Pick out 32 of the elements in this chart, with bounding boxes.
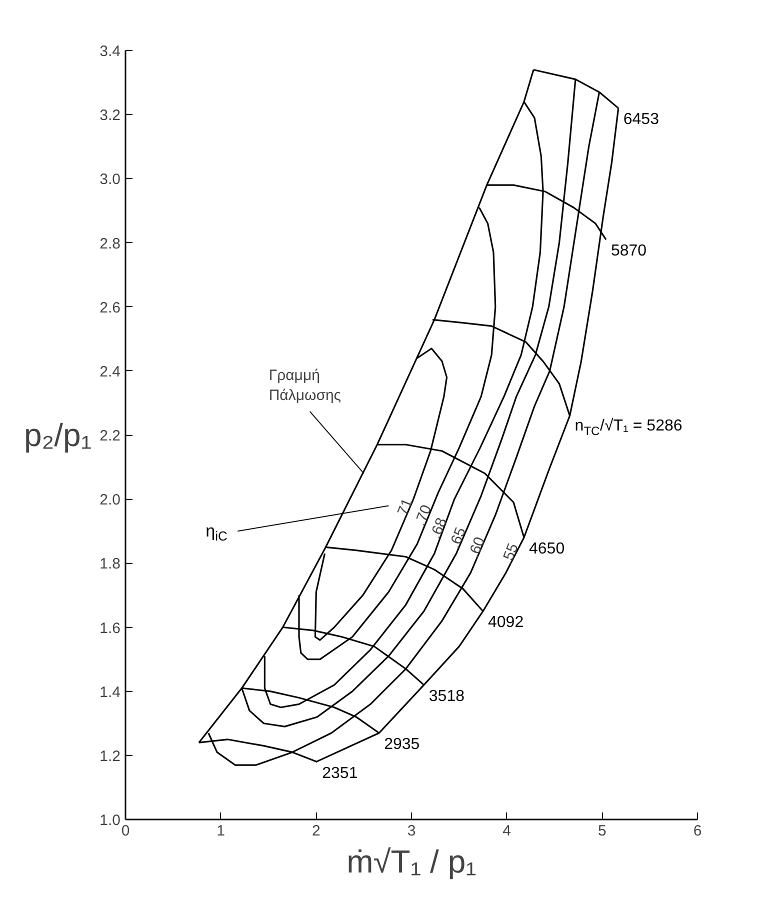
y-tick-label: 2.2	[100, 428, 121, 444]
y-tick-label: 3.4	[100, 43, 121, 60]
y-tick-label: 3.0	[100, 171, 121, 188]
y-tick-label: 1.8	[100, 556, 121, 573]
x-tick-label: 2	[312, 822, 320, 840]
y-tick-label: 2.8	[100, 235, 121, 252]
x-tick-label: 6	[693, 822, 702, 840]
series-label: 2935	[384, 736, 420, 753]
y-tick-label: 1.4	[100, 684, 121, 701]
x-tick-label: 1	[216, 822, 226, 840]
y-tick-label: 2.4	[100, 363, 121, 380]
series-label: 4092	[488, 614, 524, 632]
x-tick-label: 5	[598, 822, 606, 840]
series-label: 4650	[528, 540, 565, 558]
annotation: .55	[498, 541, 522, 567]
y-tick-label: 1.0	[100, 812, 121, 829]
x-axis-title: ṁ√T₁ / p₁	[346, 844, 476, 880]
annotation: .71	[392, 496, 416, 522]
series-label: 2351	[322, 764, 358, 782]
series-label: 3518	[428, 688, 465, 705]
x-tick-label: 4	[502, 822, 512, 840]
y-tick-label: 2.6	[100, 299, 121, 316]
y-axis-title: p₂/p₁	[24, 417, 92, 453]
x-tick-label: 3	[407, 822, 416, 840]
annotation: Γραμμή Πάλμωσης	[268, 366, 342, 404]
series-label: 6453	[623, 111, 660, 128]
y-tick-label: 1.6	[100, 620, 121, 637]
y-tick-label: 3.2	[100, 107, 121, 124]
x-tick-label: 0	[121, 822, 130, 840]
y-tick-label: 1.2	[100, 748, 121, 765]
y-tick-label: 2.0	[100, 492, 121, 509]
series-label: 5870	[610, 242, 647, 260]
